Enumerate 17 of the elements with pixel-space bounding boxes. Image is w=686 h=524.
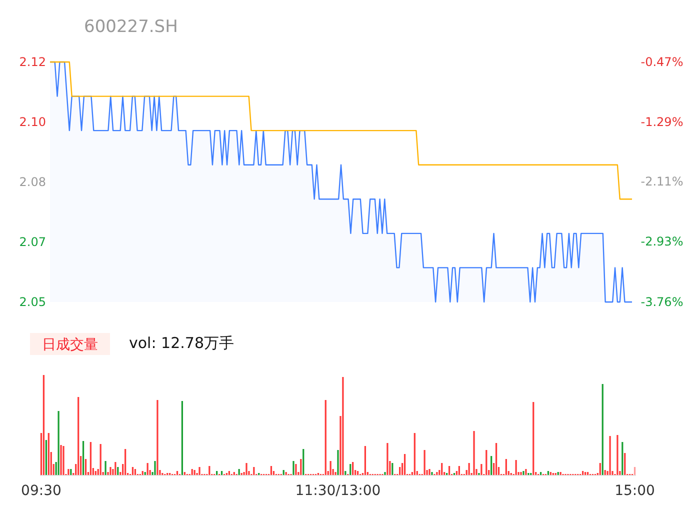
y2-tick-label: -0.47% xyxy=(640,55,684,69)
x-tick-label: 09:30 xyxy=(21,483,62,499)
y2-tick-label: -2.11% xyxy=(640,174,684,189)
y-tick-label: 2.05 xyxy=(19,295,46,309)
y-tick-label: 2.12 xyxy=(19,55,46,69)
line-series xyxy=(49,61,633,200)
chart-title: 日成交量 xyxy=(42,337,98,353)
y2-tick-label: -3.76% xyxy=(640,295,684,309)
x-tick-label: 15:00 xyxy=(614,483,655,499)
y2-tick-label: -2.93% xyxy=(640,234,684,248)
y-tick-label: 2.10 xyxy=(19,115,46,129)
y2-tick-label: -1.29% xyxy=(640,114,684,129)
y-tick-label: 2.08 xyxy=(19,175,46,189)
y-tick-label: 2.07 xyxy=(19,235,46,249)
chart-subtitle: vol: 12.78万手 xyxy=(129,334,234,352)
x-tick-label: 11:30/13:00 xyxy=(295,483,381,499)
chart-title: 600227.SH xyxy=(84,17,178,37)
